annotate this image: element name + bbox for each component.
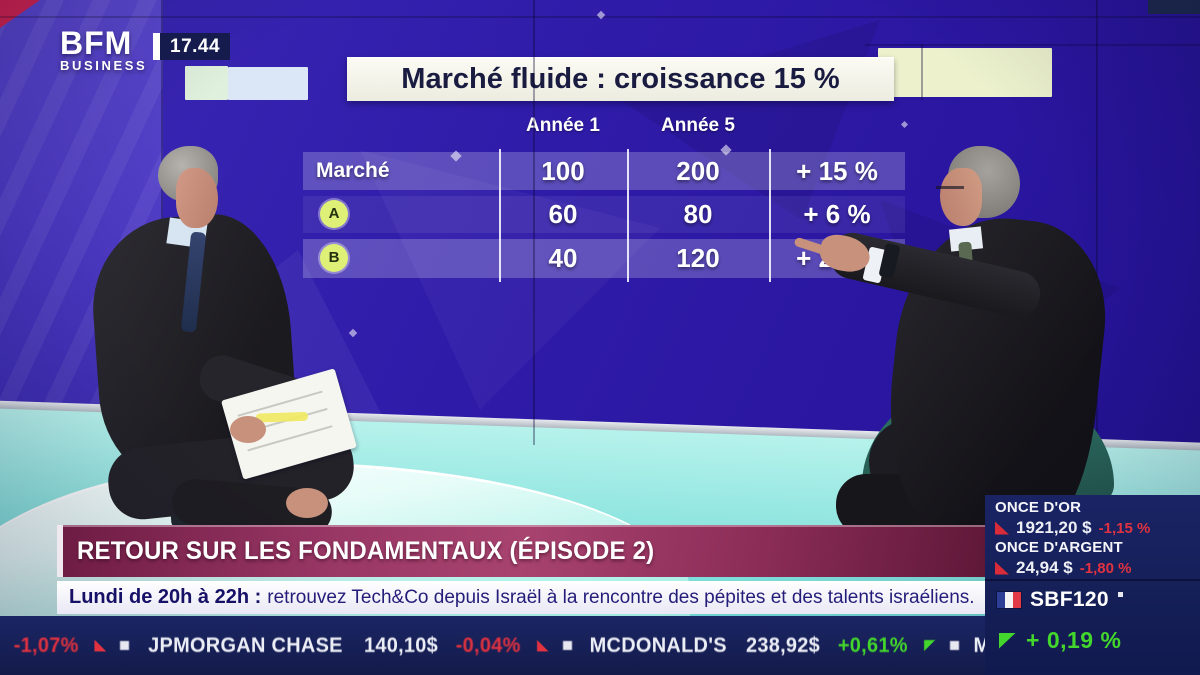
presenter-left-face xyxy=(176,168,218,228)
index-change: + 0,19 % xyxy=(1026,627,1122,653)
up-triangle-icon xyxy=(999,632,1016,649)
quote-row: 24,94 $ -1,80 % xyxy=(995,558,1131,578)
program-info-bar: Lundi de 20h à 22h : retrouvez Tech&Co d… xyxy=(57,581,985,614)
ticker-bullet-icon xyxy=(562,641,572,650)
clock: 17.44 xyxy=(153,33,231,60)
board-col-header-annee1: Année 1 xyxy=(526,115,600,136)
table-cell: 40 xyxy=(548,243,578,273)
down-triangle-icon xyxy=(995,561,1009,575)
table-separator xyxy=(627,149,629,282)
logo-business-text: BUSINESS xyxy=(60,58,148,73)
ticker-stock-name: JPMORGAN CHASE xyxy=(148,633,344,657)
wall-seam xyxy=(1096,0,1098,448)
glasses xyxy=(936,186,964,189)
table-separator xyxy=(769,149,771,282)
panel-divider xyxy=(985,579,1200,581)
france-flag-icon xyxy=(997,592,1021,608)
banner-accent-bar xyxy=(57,525,63,577)
topic-banner-text: RETOUR SUR LES FONDAMENTAUX (ÉPISODE 2) xyxy=(77,536,655,565)
quote-name: ONCE D'OR xyxy=(995,499,1082,516)
table-separator xyxy=(499,149,501,282)
badge-a: A xyxy=(320,200,348,228)
presenter-left-hand xyxy=(230,416,266,443)
set-light-strip xyxy=(228,67,308,100)
down-triangle-icon xyxy=(94,639,107,652)
table-cell: 200 xyxy=(676,156,720,186)
ticker-change: +0,61% xyxy=(837,633,908,657)
board-title: Marché fluide : croissance 15 % xyxy=(347,57,894,101)
quote-change: -1,80 % xyxy=(1079,559,1132,577)
down-triangle-icon xyxy=(995,521,1009,535)
quote-name: ONCE D'ARGENT xyxy=(995,539,1123,556)
table-cell-growth: + 6 % xyxy=(803,199,871,229)
ticker-stock-price: 238,92$ xyxy=(746,633,821,657)
down-triangle-icon xyxy=(536,639,549,652)
highlighter-mark xyxy=(255,411,308,423)
table-row-label-marche: Marché xyxy=(316,159,390,182)
table-cell: 100 xyxy=(541,156,585,186)
presenter-left xyxy=(80,140,360,537)
wall-seam xyxy=(533,0,535,445)
topic-banner: RETOUR SUR LES FONDAMENTAUX (ÉPISODE 2) xyxy=(57,525,985,577)
quote-row: 1921,20 $ -1,15 % xyxy=(995,518,1150,538)
bfm-business-logo: BFM BUSINESS xyxy=(60,25,148,73)
clock-notch xyxy=(153,33,160,60)
clock-time: 17.44 xyxy=(160,33,231,60)
presenter-left-hand xyxy=(286,488,328,518)
board-col-header-annee5: Année 5 xyxy=(661,115,735,136)
live-dot-icon xyxy=(1117,591,1123,597)
ticker-bullet-icon xyxy=(120,641,130,650)
badge-b: B xyxy=(320,244,348,272)
table-cell: 120 xyxy=(676,243,720,273)
quote-change: -1,15 % xyxy=(1098,519,1151,537)
table-row-band xyxy=(303,152,905,190)
index-row: SBF120 xyxy=(997,588,1123,612)
board-title-text: Marché fluide : croissance 15 % xyxy=(401,63,840,95)
presenter-right-face xyxy=(940,168,982,226)
quote-price: 24,94 $ xyxy=(1016,558,1073,577)
ticker-stock-price: 140,10$ xyxy=(364,633,439,657)
set-corner-accent xyxy=(1148,0,1200,14)
ticker-change: -1,07% xyxy=(13,633,79,657)
set-light-strip xyxy=(878,48,1052,97)
presenter-right xyxy=(780,140,1140,564)
ticker-bullet-icon xyxy=(949,641,959,650)
table-cell-growth: + 15 % xyxy=(796,156,878,186)
table-cell: 60 xyxy=(548,199,578,229)
info-bar-schedule: Lundi de 20h à 22h : xyxy=(69,586,262,608)
table-cell: 80 xyxy=(683,199,713,229)
ticker-stock-name: MCDONALD'S xyxy=(589,633,727,657)
index-name: SBF120 xyxy=(1030,588,1109,611)
index-value-row: + 0,19 % xyxy=(999,627,1121,654)
set-light-strip xyxy=(185,66,228,100)
ticker-change: -0,04% xyxy=(455,633,521,657)
wall-seam xyxy=(865,44,1200,46)
market-quotes-panel: ONCE D'OR 1921,20 $ -1,15 % ONCE D'ARGEN… xyxy=(985,495,1200,675)
quote-price: 1921,20 $ xyxy=(1016,518,1092,537)
table-row-band xyxy=(303,196,905,233)
info-bar-text: retrouvez Tech&Co depuis Israël à la ren… xyxy=(267,586,975,608)
logo-bfm-text: BFM xyxy=(60,25,133,61)
up-triangle-icon xyxy=(923,639,936,652)
wall-seam xyxy=(921,44,923,100)
